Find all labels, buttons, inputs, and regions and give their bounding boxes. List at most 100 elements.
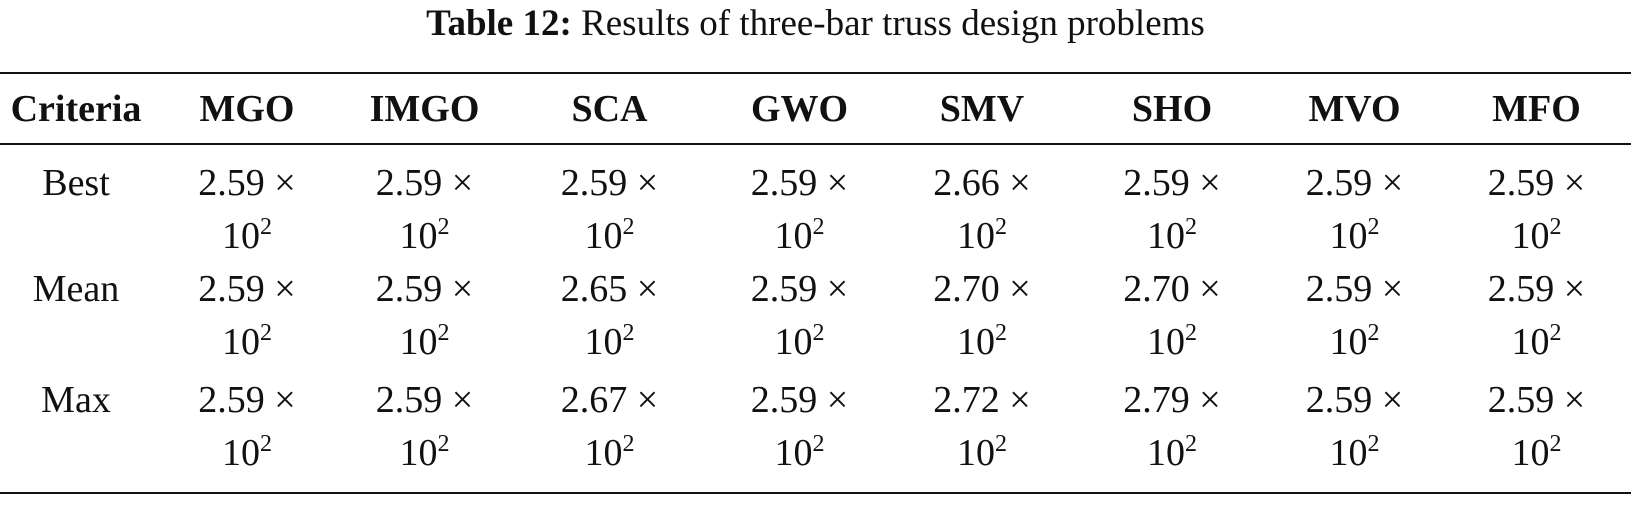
cell-mantissa: 2.59 × — [1305, 268, 1404, 310]
cell-power: 102 — [712, 317, 887, 367]
table-cell: 2.59 × 102 — [152, 261, 342, 372]
cell-power: 102 — [1077, 211, 1267, 261]
row-criterion: Max — [41, 379, 111, 421]
cell-power: 102 — [507, 211, 712, 261]
column-header: MVO — [1308, 87, 1401, 130]
table-cell: 2.79 × 102 — [1077, 372, 1267, 483]
row-criterion: Best — [42, 162, 110, 204]
cell-exponent: 2 — [812, 431, 825, 457]
cell-base: 10 — [1147, 321, 1185, 363]
table-cell: 2.59 × 102 — [342, 261, 507, 372]
cell-mantissa: 2.59 × — [1305, 162, 1404, 204]
table-cell: 2.59 × 102 — [342, 372, 507, 483]
column-header: MFO — [1492, 87, 1581, 130]
bottom-rule — [0, 492, 1631, 494]
table-cell: 2.59 × 102 — [152, 143, 342, 261]
cell-mantissa: 2.72 × — [933, 379, 1031, 421]
cell-exponent: 2 — [812, 214, 825, 240]
cell-base: 10 — [399, 215, 438, 257]
cell-exponent: 2 — [622, 214, 635, 240]
cell-exponent: 2 — [1185, 214, 1197, 240]
table-cell: 2.72 × 102 — [887, 372, 1077, 483]
cell-base: 10 — [1511, 215, 1550, 257]
cell-mantissa: 2.59 × — [750, 268, 849, 310]
table-cell: 2.59 × 102 — [712, 372, 887, 483]
cell-exponent: 2 — [1367, 320, 1380, 346]
cell-exponent: 2 — [622, 431, 635, 457]
cell-exponent: 2 — [995, 320, 1007, 346]
table-cell: 2.59 × 102 — [507, 143, 712, 261]
cell-mantissa: 2.59 × — [1487, 379, 1586, 421]
results-table: Criteria MGO IMGO SCA GWO SMV SHO MVO MF… — [0, 74, 1631, 483]
table-row: Best 2.59 × 102 2.59 × 102 2.59 × 102 2.59 × 102… — [0, 143, 1631, 261]
cell-mantissa: 2.59 × — [198, 268, 296, 310]
cell-power: 102 — [1077, 317, 1267, 367]
cell-mantissa: 2.59 × — [375, 268, 474, 310]
header-row: Criteria MGO IMGO SCA GWO SMV SHO MVO MF… — [0, 74, 1631, 143]
table-cell: 2.67 × 102 — [507, 372, 712, 483]
cell-mantissa: 2.65 × — [560, 268, 659, 310]
cell-base: 10 — [774, 215, 813, 257]
column-header: SCA — [571, 87, 648, 130]
cell-exponent: 2 — [995, 214, 1007, 240]
cell-exponent: 2 — [1185, 320, 1197, 346]
cell-base: 10 — [222, 321, 260, 363]
cell-power: 102 — [1077, 428, 1267, 478]
table-body: Best 2.59 × 102 2.59 × 102 2.59 × 102 2.59 × 102… — [0, 143, 1631, 483]
header-rule — [0, 143, 1631, 145]
cell-exponent: 2 — [437, 320, 450, 346]
cell-base: 10 — [774, 321, 813, 363]
row-criterion: Mean — [32, 268, 120, 310]
cell-power: 102 — [342, 428, 507, 478]
cell-mantissa: 2.59 × — [1123, 162, 1221, 204]
cell-power: 102 — [1442, 428, 1631, 478]
cell-power: 102 — [712, 211, 887, 261]
cell-mantissa: 2.66 × — [933, 162, 1031, 204]
cell-exponent: 2 — [995, 431, 1007, 457]
cell-exponent: 2 — [1549, 214, 1562, 240]
cell-base: 10 — [222, 215, 260, 257]
cell-exponent: 2 — [622, 320, 635, 346]
cell-base: 10 — [1511, 321, 1550, 363]
caption-text: Results of three-bar truss design proble… — [581, 3, 1205, 44]
cell-mantissa: 2.70 × — [933, 268, 1031, 310]
cell-power: 102 — [342, 211, 507, 261]
cell-mantissa: 2.59 × — [750, 162, 849, 204]
cell-power: 102 — [1442, 317, 1631, 367]
cell-exponent: 2 — [1367, 431, 1380, 457]
table-cell: 2.59 × 102 — [712, 143, 887, 261]
column-header: Criteria — [10, 87, 142, 130]
cell-base: 10 — [1147, 215, 1185, 257]
cell-exponent: 2 — [1549, 431, 1562, 457]
table-cell: 2.59 × 102 — [1442, 261, 1631, 372]
table-cell: 2.59 × 102 — [1267, 372, 1442, 483]
table-cell: 2.66 × 102 — [887, 143, 1077, 261]
table-row: Mean 2.59 × 102 2.59 × 102 2.65 × 102 2.59 × 102… — [0, 261, 1631, 372]
cell-power: 102 — [887, 428, 1077, 478]
cell-power: 102 — [712, 428, 887, 478]
table-cell: 2.59 × 102 — [1077, 143, 1267, 261]
cell-base: 10 — [1329, 321, 1368, 363]
cell-mantissa: 2.59 × — [560, 162, 659, 204]
cell-exponent: 2 — [260, 320, 272, 346]
cell-power: 102 — [1267, 428, 1442, 478]
cell-mantissa: 2.59 × — [375, 379, 474, 421]
column-header: SHO — [1131, 87, 1213, 130]
column-header: MGO — [199, 87, 295, 130]
cell-mantissa: 2.59 × — [198, 379, 296, 421]
table-caption: Table 12: Results of three-bar truss des… — [0, 2, 1631, 46]
cell-power: 102 — [152, 428, 342, 478]
cell-exponent: 2 — [812, 320, 825, 346]
cell-base: 10 — [584, 215, 623, 257]
cell-base: 10 — [584, 432, 623, 474]
table-cell: 2.59 × 102 — [712, 261, 887, 372]
cell-exponent: 2 — [260, 214, 272, 240]
cell-base: 10 — [774, 432, 813, 474]
table-cell: 2.59 × 102 — [1442, 372, 1631, 483]
cell-exponent: 2 — [1185, 431, 1197, 457]
cell-base: 10 — [222, 432, 260, 474]
cell-power: 102 — [1267, 211, 1442, 261]
table-cell: 2.70 × 102 — [1077, 261, 1267, 372]
cell-exponent: 2 — [1549, 320, 1562, 346]
cell-power: 102 — [887, 317, 1077, 367]
